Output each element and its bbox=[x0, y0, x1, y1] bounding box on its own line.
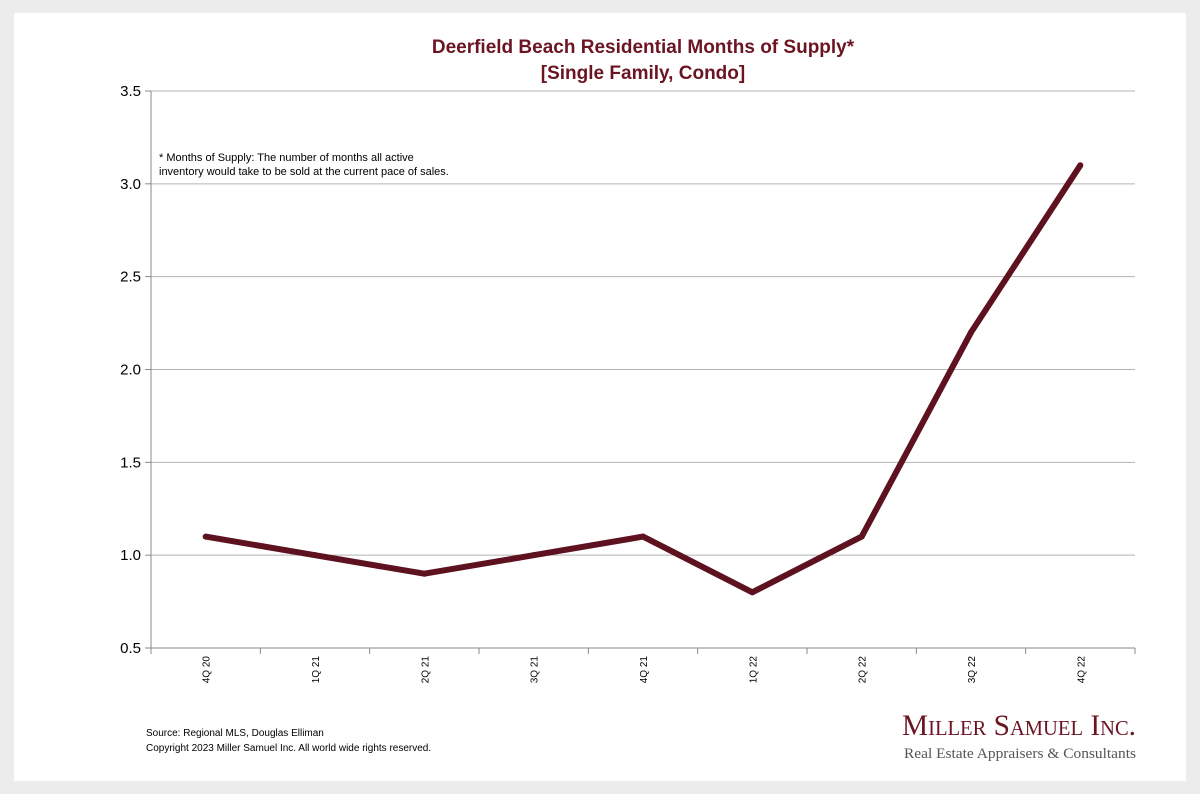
y-tick-label: 2.0 bbox=[120, 362, 141, 379]
x-axis-ticks: 4Q 20 1Q 21 2Q 21 3Q 21 4Q 21 1Q 22 2Q 22 3Q 22… bbox=[150, 648, 1136, 684]
x-tick-label: 4Q 22 bbox=[1076, 656, 1087, 684]
x-tick-label: 2Q 21 bbox=[420, 656, 431, 684]
x-tick-label: 4Q 20 bbox=[202, 656, 213, 684]
chart-subtitle: [Single Family, Condo] bbox=[541, 63, 745, 84]
line-chart: Deerfield Beach Residential Months of Su… bbox=[120, 37, 1136, 762]
source-note: Source: Regional MLS, Douglas Elliman bbox=[146, 728, 324, 739]
data-point bbox=[1077, 162, 1084, 169]
x-tick-label: 4Q 21 bbox=[639, 656, 650, 684]
data-point bbox=[968, 329, 974, 336]
chart-card: Deerfield Beach Residential Months of Su… bbox=[14, 13, 1186, 781]
brand-tagline: Real Estate Appraisers & Consultants bbox=[904, 746, 1136, 762]
y-tick-label: 1.5 bbox=[120, 454, 141, 471]
data-point bbox=[202, 533, 209, 540]
copyright-note: Copyright 2023 Miller Samuel Inc. All wo… bbox=[146, 743, 431, 754]
axes bbox=[150, 91, 1135, 649]
data-point bbox=[858, 533, 865, 540]
y-tick-label: 2.5 bbox=[120, 269, 141, 286]
y-tick-label: 3.0 bbox=[120, 176, 141, 193]
data-line bbox=[205, 163, 1083, 596]
data-point bbox=[312, 552, 318, 559]
annotation-line-2: inventory would take to be sold at the c… bbox=[159, 166, 449, 178]
chart-title: Deerfield Beach Residential Months of Su… bbox=[432, 37, 855, 58]
data-point bbox=[421, 570, 428, 577]
x-tick-label: 3Q 22 bbox=[967, 656, 978, 684]
grid-lines bbox=[151, 90, 1135, 556]
x-tick-label: 1Q 21 bbox=[311, 656, 322, 684]
annotation-line-1: * Months of Supply: The number of months… bbox=[159, 152, 414, 164]
y-axis-ticks: 0.5 1.0 1.5 2.0 2.5 3.0 3.5 bbox=[120, 83, 151, 657]
x-tick-label: 1Q 22 bbox=[748, 656, 759, 684]
brand-logo: Miller Samuel Inc. bbox=[902, 709, 1136, 742]
x-tick-label: 2Q 22 bbox=[858, 656, 869, 684]
y-tick-label: 3.5 bbox=[120, 83, 141, 100]
y-tick-label: 1.0 bbox=[120, 547, 141, 564]
data-point bbox=[640, 533, 646, 540]
y-tick-label: 0.5 bbox=[120, 640, 141, 657]
series-line bbox=[202, 162, 1084, 596]
data-point bbox=[530, 552, 537, 559]
data-point bbox=[749, 589, 756, 596]
x-tick-label: 3Q 21 bbox=[530, 656, 541, 684]
